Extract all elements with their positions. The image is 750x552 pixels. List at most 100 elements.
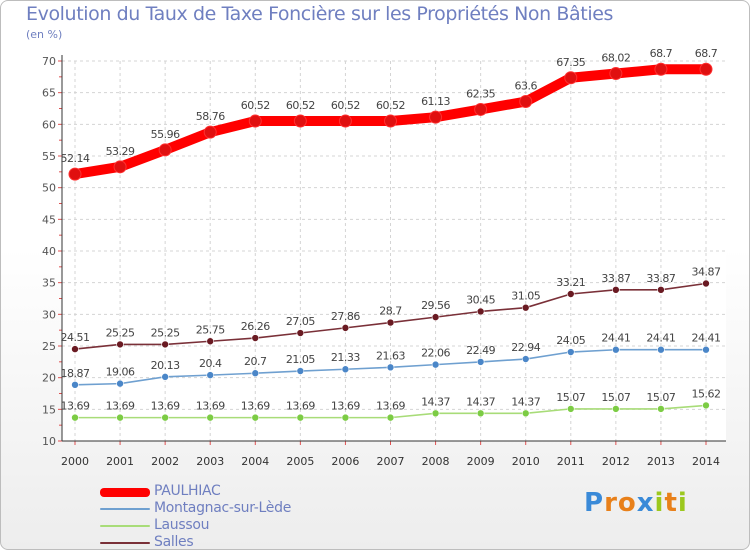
x-tick-label: 2013 xyxy=(647,455,675,468)
data-label: 24.51 xyxy=(61,331,90,344)
data-label: 15.07 xyxy=(601,391,630,404)
data-label: 20.13 xyxy=(151,359,180,372)
data-label: 18.87 xyxy=(61,367,90,380)
data-label: 61.13 xyxy=(421,95,450,108)
data-point xyxy=(654,62,668,76)
y-tick-label: 60 xyxy=(42,118,56,131)
data-point xyxy=(386,318,395,327)
data-point xyxy=(564,71,578,85)
data-label: 24.41 xyxy=(646,332,675,345)
y-tick-label: 50 xyxy=(42,182,56,195)
data-point xyxy=(113,160,127,174)
data-label: 13.69 xyxy=(196,400,225,413)
data-label: 24.05 xyxy=(556,334,585,347)
data-point xyxy=(206,413,215,422)
data-point xyxy=(566,348,575,356)
data-point xyxy=(116,379,124,388)
y-tick-label: 45 xyxy=(42,213,56,226)
data-point xyxy=(386,413,395,422)
data-point xyxy=(566,290,575,298)
chart-title: Evolution du Taux de Taxe Foncière sur l… xyxy=(26,3,614,25)
y-tick-label: 35 xyxy=(42,277,56,290)
data-point xyxy=(612,286,620,294)
data-point xyxy=(609,67,623,81)
data-label: 22.94 xyxy=(511,341,540,354)
data-label: 27.05 xyxy=(286,315,315,328)
data-point xyxy=(699,62,713,76)
data-point xyxy=(702,279,710,288)
logo-letter: o xyxy=(617,488,637,518)
data-label: 58.76 xyxy=(196,110,225,123)
data-point xyxy=(386,363,395,372)
data-point xyxy=(521,409,530,418)
data-label: 25.25 xyxy=(151,326,180,339)
data-label: 13.69 xyxy=(241,400,270,413)
legend-label: Salles xyxy=(154,534,194,550)
data-label: 15.07 xyxy=(646,391,675,404)
x-tick-label: 2012 xyxy=(602,455,630,468)
data-label: 60.52 xyxy=(286,99,315,112)
data-point xyxy=(429,110,443,124)
data-label: 22.06 xyxy=(421,347,450,360)
data-point xyxy=(519,95,533,109)
x-tick-label: 2009 xyxy=(467,455,495,468)
logo-letter: i xyxy=(654,488,665,518)
data-point xyxy=(116,340,124,349)
data-label: 14.37 xyxy=(421,395,450,408)
logo-letter: t xyxy=(664,488,678,518)
data-label: 14.37 xyxy=(511,395,540,408)
data-point xyxy=(251,334,260,342)
data-point xyxy=(338,114,352,128)
x-tick-label: 2007 xyxy=(377,455,405,468)
data-point xyxy=(296,367,305,375)
data-label: 15.62 xyxy=(692,387,721,400)
data-label: 21.05 xyxy=(286,353,315,366)
data-point xyxy=(68,167,82,181)
data-label: 63.6 xyxy=(514,80,537,93)
data-point xyxy=(612,345,620,354)
data-label: 13.69 xyxy=(151,400,180,413)
data-point xyxy=(657,286,665,294)
data-label: 62.35 xyxy=(466,87,495,100)
x-tick-label: 2005 xyxy=(286,455,314,468)
data-point xyxy=(206,371,215,379)
x-tick-label: 2011 xyxy=(557,455,585,468)
data-point xyxy=(71,345,79,353)
proxiti-logo: Proxiti xyxy=(584,488,688,518)
chart-subtitle: (en %) xyxy=(26,28,63,41)
data-label: 20.7 xyxy=(244,355,267,368)
data-label: 13.69 xyxy=(376,400,405,413)
data-label: 25.75 xyxy=(196,323,225,336)
data-point xyxy=(657,345,665,354)
data-label: 13.69 xyxy=(106,400,135,413)
data-label: 27.86 xyxy=(331,310,360,323)
data-label: 25.25 xyxy=(106,326,135,339)
data-label: 13.69 xyxy=(286,400,315,413)
data-label: 68.7 xyxy=(695,47,718,60)
data-point xyxy=(431,360,440,369)
y-tick-label: 10 xyxy=(42,435,56,448)
data-point xyxy=(293,114,307,128)
data-point xyxy=(296,413,305,422)
data-point xyxy=(161,340,169,349)
data-point xyxy=(476,358,485,366)
data-label: 22.49 xyxy=(466,344,495,357)
data-label: 60.52 xyxy=(241,99,270,112)
legend-label: Laussou xyxy=(154,517,210,533)
y-tick-label: 15 xyxy=(42,403,56,416)
data-label: 33.87 xyxy=(601,272,630,285)
data-point xyxy=(521,355,530,363)
data-label: 33.87 xyxy=(646,272,675,285)
data-point xyxy=(476,307,485,316)
data-label: 20.4 xyxy=(199,357,222,370)
data-label: 52.14 xyxy=(61,152,90,165)
y-tick-label: 40 xyxy=(42,245,56,258)
data-point xyxy=(341,365,350,374)
data-point xyxy=(296,329,305,337)
data-label: 15.07 xyxy=(556,391,585,404)
data-point xyxy=(158,143,172,157)
data-point xyxy=(161,413,169,422)
data-label: 21.33 xyxy=(331,351,360,364)
line-chart: 10 15 20 25 30 35 40 45 50 55 60 65 70 2000 2001 2002 20… xyxy=(42,47,726,468)
legend-label: Montagnac-sur-Lède xyxy=(154,500,292,516)
